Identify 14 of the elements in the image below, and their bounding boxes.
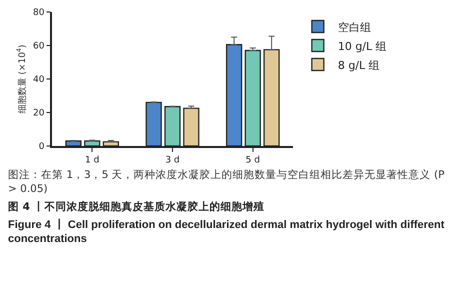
y-tick-label: 40	[32, 75, 45, 86]
y-tick-label: 20	[32, 108, 45, 119]
x-tick-label: 3 d	[165, 156, 180, 166]
caption: Figure 4 丨 Cell proliferation on decellularized dermal matrix hydrogel with different concentrations	[8, 218, 446, 246]
legend-label: 空白组	[338, 20, 371, 34]
y-tick-label: 0	[38, 142, 45, 152]
text: 图注：在第 1，3，5 天，两种浓度水凝胶上的细胞数量与空白组相比差异无显著性意义 (P > 0.05)	[8, 168, 446, 196]
y-tick-label: 60	[32, 42, 45, 52]
x-tick-label: 5 d	[246, 156, 260, 166]
x-tick-label: 1 d	[85, 156, 100, 166]
legend-label: 10 g/L 组	[338, 40, 387, 53]
caption: 图 4 丨不同浓度脱细胞真皮基质水凝胶上的细胞增殖	[8, 200, 266, 214]
legend-label: 8 g/L 组	[338, 58, 380, 72]
y-tick-label: 80	[32, 8, 45, 18]
